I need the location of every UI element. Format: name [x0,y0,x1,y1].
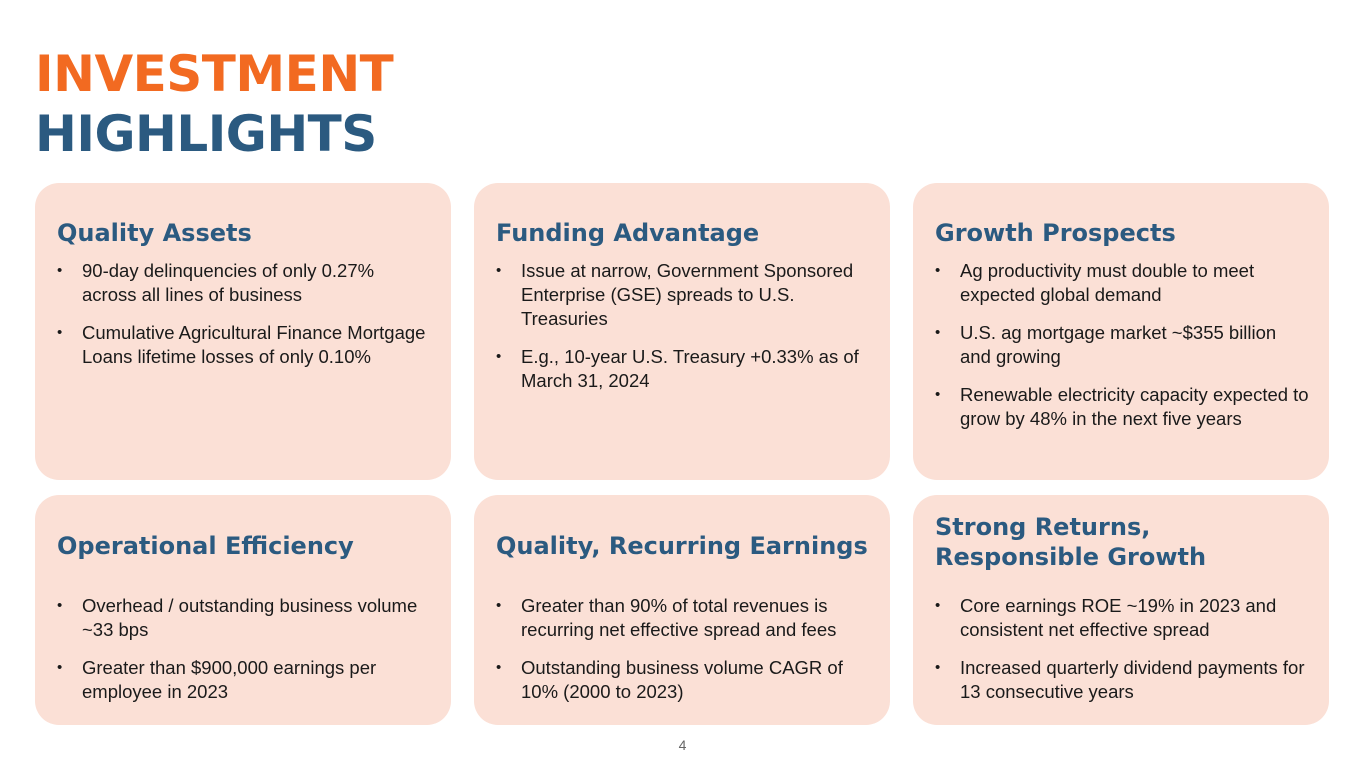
bullet-item: Renewable electricity capacity expected … [935,383,1311,431]
bullet-item: E.g., 10-year U.S. Treasury +0.33% as of… [496,345,872,393]
bullet-item: Overhead / outstanding business volume ~… [57,594,433,642]
bullet-item: Core earnings ROE ~19% in 2023 and consi… [935,594,1311,642]
card-strong-returns: Strong Returns, Responsible Growth Core … [913,495,1329,725]
card-quality-assets: Quality Assets 90-day delinquencies of o… [35,183,451,480]
bullet-item: Cumulative Agricultural Finance Mortgage… [57,321,433,369]
bullet-item: 90-day delinquencies of only 0.27% acros… [57,259,433,307]
card-title-line: Strong Returns, [935,513,1151,541]
title-line-investment: INVESTMENT [35,45,394,103]
bullet-item: Ag productivity must double to meet expe… [935,259,1311,307]
bullet-list: Overhead / outstanding business volume ~… [57,594,433,718]
bullet-item: Greater than 90% of total revenues is re… [496,594,872,642]
page-title: INVESTMENT HIGHLIGHTS [35,44,394,164]
bullet-list: Core earnings ROE ~19% in 2023 and consi… [935,594,1311,718]
bullet-list: Issue at narrow, Government Sponsored En… [496,259,872,407]
card-operational-efficiency: Operational Efficiency Overhead / outsta… [35,495,451,725]
card-title: Funding Advantage [496,219,760,247]
bullet-item: Issue at narrow, Government Sponsored En… [496,259,872,331]
bullet-item: U.S. ag mortgage market ~$355 billion an… [935,321,1311,369]
card-quality-recurring-earnings: Quality, Recurring Earnings Greater than… [474,495,890,725]
card-title: Growth Prospects [935,219,1176,247]
bullet-list: Greater than 90% of total revenues is re… [496,594,872,718]
card-funding-advantage: Funding Advantage Issue at narrow, Gover… [474,183,890,480]
bullet-item: Outstanding business volume CAGR of 10% … [496,656,872,704]
bullet-item: Increased quarterly dividend payments fo… [935,656,1311,704]
card-title: Quality Assets [57,219,252,247]
card-title: Quality, Recurring Earnings [496,532,868,560]
card-title-line: Responsible Growth [935,543,1207,571]
card-title: Operational Efficiency [57,532,354,560]
title-line-highlights: HIGHLIGHTS [35,105,377,163]
page-number: 4 [678,737,687,753]
card-title: Strong Returns, Responsible Growth [935,512,1307,572]
card-growth-prospects: Growth Prospects Ag productivity must do… [913,183,1329,480]
bullet-list: 90-day delinquencies of only 0.27% acros… [57,259,433,383]
bullet-item: Greater than $900,000 earnings per emplo… [57,656,433,704]
bullet-list: Ag productivity must double to meet expe… [935,259,1311,445]
